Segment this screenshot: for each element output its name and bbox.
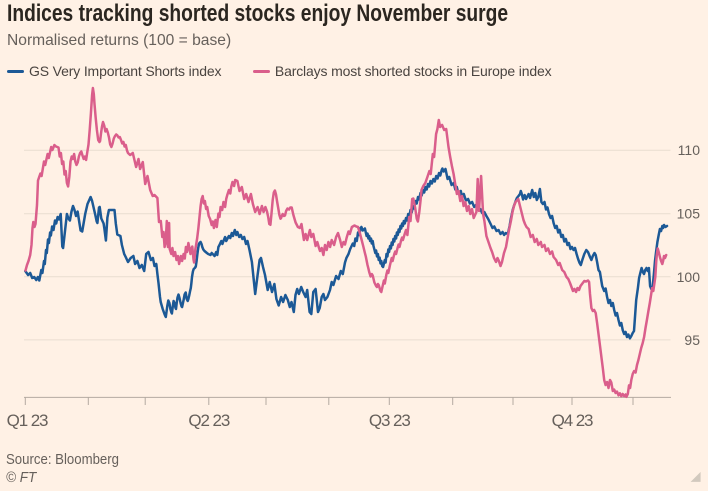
- svg-text:100: 100: [677, 269, 701, 285]
- svg-text:Q3 23: Q3 23: [369, 411, 410, 430]
- svg-text:95: 95: [684, 332, 700, 348]
- svg-text:110: 110: [678, 142, 701, 158]
- svg-text:Q2 23: Q2 23: [188, 411, 229, 430]
- svg-text:105: 105: [677, 206, 701, 222]
- svg-text:Q1 23: Q1 23: [7, 411, 48, 430]
- svg-text:Q4 23: Q4 23: [552, 411, 593, 430]
